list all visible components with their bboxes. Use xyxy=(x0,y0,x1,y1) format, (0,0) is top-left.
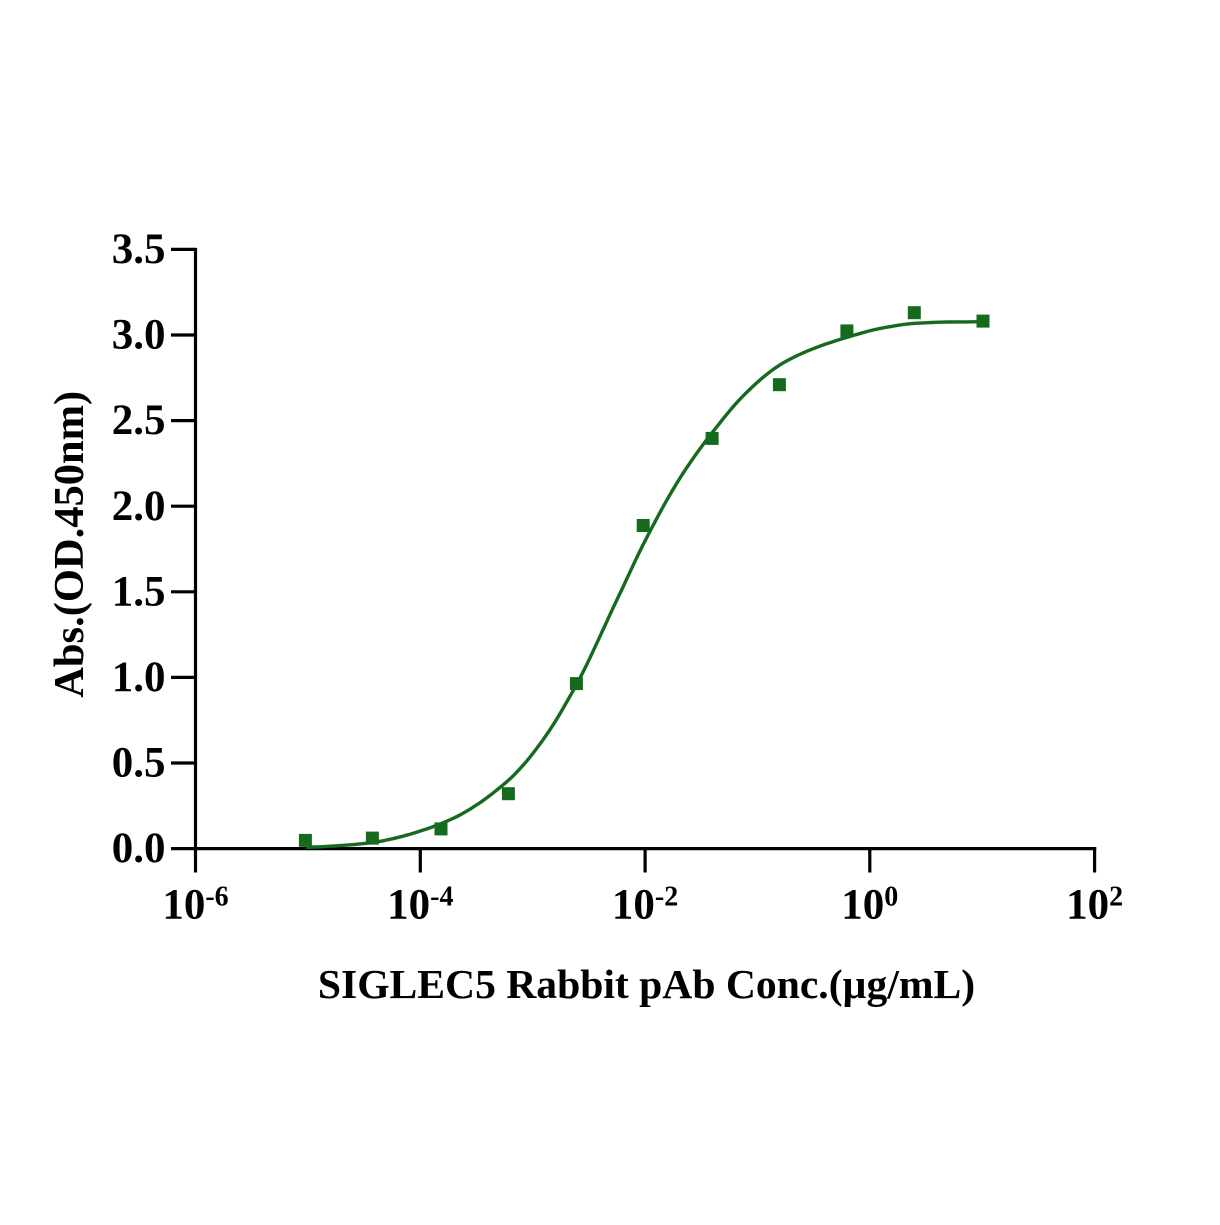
svg-text:10-6: 10-6 xyxy=(162,882,228,929)
svg-text:SIGLEC5 Rabbit pAb Conc.(µg/mL: SIGLEC5 Rabbit pAb Conc.(µg/mL) xyxy=(318,961,975,1008)
svg-text:1.0: 1.0 xyxy=(112,654,166,701)
svg-text:Abs.(OD.450nm): Abs.(OD.450nm) xyxy=(46,391,93,698)
svg-text:3.0: 3.0 xyxy=(112,312,166,359)
svg-text:102: 102 xyxy=(1066,882,1123,929)
svg-text:0.5: 0.5 xyxy=(112,740,166,787)
svg-text:100: 100 xyxy=(841,882,898,929)
svg-text:1.5: 1.5 xyxy=(112,568,166,615)
svg-text:10-2: 10-2 xyxy=(612,882,678,929)
svg-text:10-4: 10-4 xyxy=(387,882,453,929)
svg-text:3.5: 3.5 xyxy=(112,226,166,273)
svg-text:0.0: 0.0 xyxy=(112,825,166,872)
svg-text:2.5: 2.5 xyxy=(112,397,166,444)
svg-text:2.0: 2.0 xyxy=(112,483,166,530)
